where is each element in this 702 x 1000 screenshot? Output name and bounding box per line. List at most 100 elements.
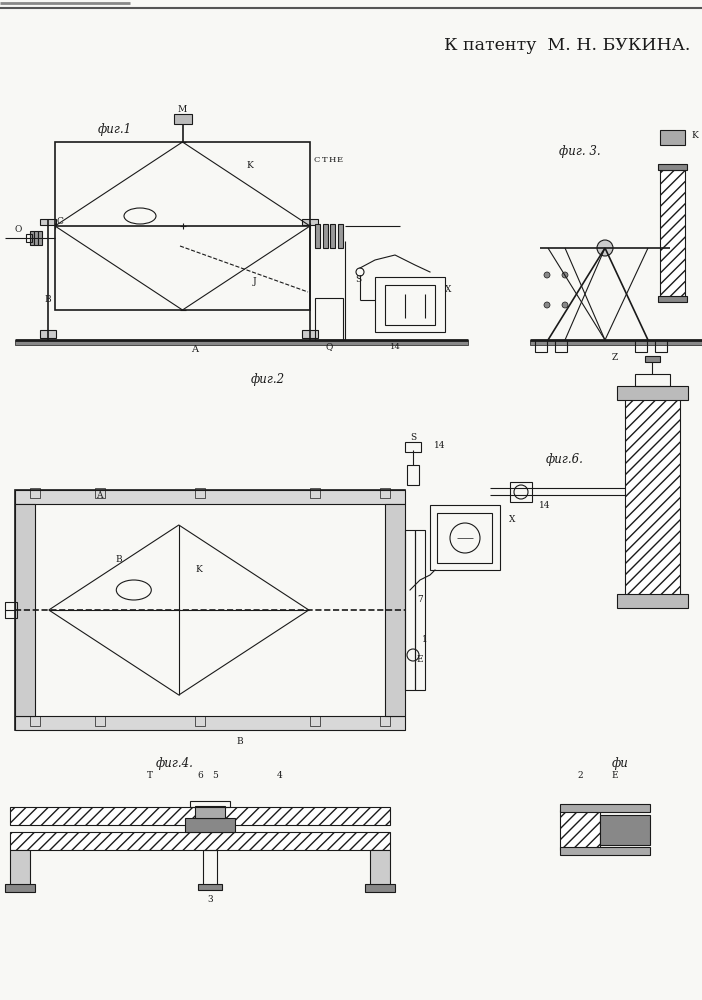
Text: B: B: [45, 296, 51, 304]
Bar: [315, 224, 320, 248]
Circle shape: [597, 240, 613, 256]
Bar: [203, 850, 217, 885]
Bar: [5, 602, 17, 618]
Text: C: C: [314, 156, 320, 164]
Bar: [658, 296, 687, 302]
Text: 5: 5: [212, 770, 218, 780]
Bar: [15, 716, 405, 730]
Bar: [365, 884, 395, 892]
Bar: [302, 330, 318, 338]
Bar: [30, 231, 34, 245]
Text: J: J: [253, 277, 257, 286]
Bar: [95, 716, 105, 726]
Bar: [380, 488, 390, 498]
Bar: [385, 504, 405, 716]
Text: Z: Z: [612, 354, 618, 362]
Text: фиг.4.: фиг.4.: [156, 756, 194, 770]
Text: X: X: [509, 516, 515, 524]
Bar: [315, 298, 343, 340]
Text: K: K: [691, 130, 698, 139]
Bar: [635, 374, 670, 386]
Bar: [405, 442, 421, 452]
Bar: [5, 884, 35, 892]
Bar: [510, 482, 532, 502]
Text: H: H: [329, 156, 336, 164]
Bar: [617, 594, 688, 608]
Bar: [530, 340, 702, 345]
Bar: [645, 356, 660, 362]
Bar: [658, 164, 687, 170]
Bar: [15, 504, 35, 716]
Text: K: K: [246, 160, 253, 169]
Text: B: B: [116, 556, 122, 564]
Bar: [10, 850, 30, 885]
Bar: [55, 142, 310, 310]
Bar: [323, 224, 328, 248]
Text: К патенту  М. Н. БУКИНА.: К патенту М. Н. БУКИНА.: [444, 36, 690, 53]
Text: 14: 14: [435, 440, 446, 450]
Bar: [338, 224, 343, 248]
Bar: [560, 810, 600, 850]
Bar: [26, 234, 32, 242]
Bar: [407, 465, 419, 485]
Text: 3: 3: [207, 896, 213, 904]
Text: фиг. 3.: фиг. 3.: [559, 145, 601, 158]
Text: 4: 4: [277, 770, 283, 780]
Bar: [405, 530, 415, 690]
Circle shape: [544, 302, 550, 308]
Text: O: O: [14, 226, 22, 234]
Bar: [310, 716, 320, 726]
Bar: [370, 850, 390, 885]
Text: фиг.6.: фиг.6.: [546, 454, 584, 466]
Bar: [635, 340, 647, 352]
Bar: [430, 505, 500, 570]
Text: E: E: [417, 656, 423, 664]
Bar: [660, 130, 685, 145]
Bar: [535, 340, 547, 352]
Bar: [173, 114, 192, 124]
Bar: [380, 716, 390, 726]
Text: E: E: [337, 156, 343, 164]
Circle shape: [544, 272, 550, 278]
Bar: [15, 490, 405, 504]
Bar: [195, 806, 225, 818]
Circle shape: [562, 302, 568, 308]
Bar: [15, 490, 405, 730]
Bar: [195, 488, 205, 498]
Text: C: C: [57, 218, 63, 227]
Bar: [560, 804, 650, 812]
Bar: [198, 884, 222, 890]
Bar: [30, 716, 40, 726]
Text: E: E: [611, 770, 618, 780]
Bar: [38, 231, 42, 245]
Text: S: S: [410, 434, 416, 442]
Bar: [310, 488, 320, 498]
Bar: [10, 832, 390, 850]
Bar: [600, 815, 650, 845]
Bar: [40, 219, 56, 225]
Bar: [34, 231, 38, 245]
Text: A: A: [192, 344, 199, 354]
Bar: [655, 340, 667, 352]
Text: M: M: [178, 104, 187, 113]
Text: 14: 14: [539, 500, 551, 510]
Bar: [40, 330, 56, 338]
Bar: [30, 488, 40, 498]
Text: K: K: [195, 566, 202, 574]
Text: 1: 1: [422, 636, 428, 645]
Text: T: T: [147, 770, 153, 780]
Bar: [437, 513, 492, 563]
Text: 14: 14: [390, 343, 400, 351]
Bar: [555, 340, 567, 352]
Text: A: A: [95, 490, 102, 499]
Bar: [560, 847, 650, 855]
Bar: [625, 390, 680, 600]
Bar: [195, 716, 205, 726]
Text: Q: Q: [325, 342, 333, 352]
Bar: [660, 170, 685, 300]
Bar: [95, 488, 105, 498]
Text: X: X: [445, 286, 451, 294]
Bar: [302, 219, 318, 225]
Circle shape: [562, 272, 568, 278]
Bar: [190, 801, 230, 807]
